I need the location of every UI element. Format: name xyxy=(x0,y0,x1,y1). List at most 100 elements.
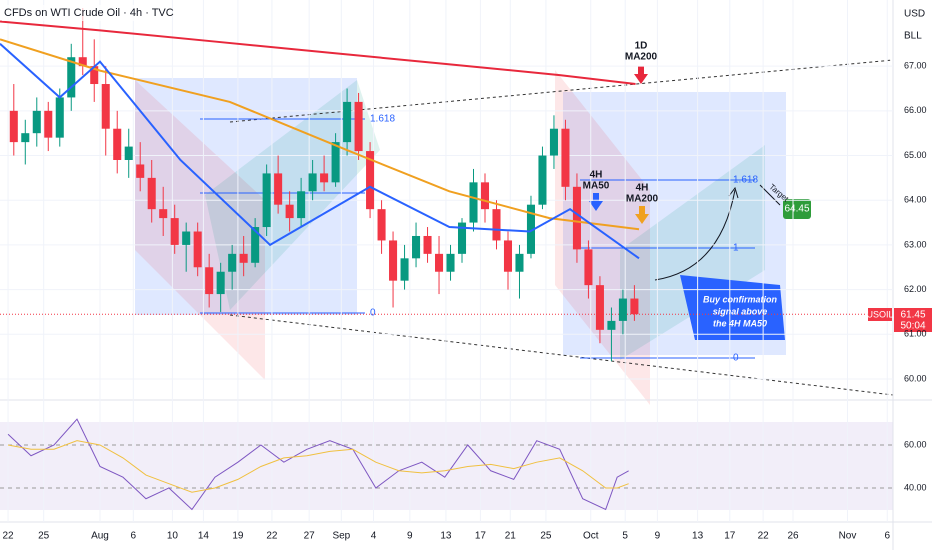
candle-body xyxy=(331,142,340,183)
y-tick-label: 61.00 xyxy=(904,329,927,339)
currency: USD xyxy=(904,9,925,20)
chart-title: CFDs on WTI Crude Oil · 4h · TVC xyxy=(4,7,174,19)
ma-line xyxy=(0,38,640,231)
candle-body xyxy=(492,209,501,241)
arrow xyxy=(654,189,736,281)
channel xyxy=(620,145,765,360)
candle-body xyxy=(377,209,386,241)
rsi-tick-label: 40.00 xyxy=(904,482,927,492)
label: 4H xyxy=(636,183,649,194)
rsi-line xyxy=(7,418,629,511)
candle-body xyxy=(9,110,18,143)
x-tick-label: 27 xyxy=(304,531,316,542)
arrow xyxy=(634,66,648,84)
candle-body xyxy=(205,267,214,295)
fib-label: 0 xyxy=(370,308,376,319)
channel xyxy=(135,80,265,380)
candle-body xyxy=(170,218,179,245)
x-tick-label: 14 xyxy=(198,531,210,542)
candle-body xyxy=(526,204,535,254)
rsi-ma-line xyxy=(7,440,629,493)
candle-body xyxy=(538,155,547,205)
candle-body xyxy=(251,227,260,263)
label: MA50 xyxy=(583,181,610,192)
candle-body xyxy=(343,101,352,143)
note-line: Buy confirmation xyxy=(703,294,778,304)
candle-body xyxy=(182,231,191,245)
fib-lines xyxy=(200,118,755,359)
x-tick-label: 10 xyxy=(167,531,179,542)
candle-body xyxy=(469,182,478,223)
candle-body xyxy=(630,298,639,315)
arrow-head xyxy=(728,186,739,199)
candle-body xyxy=(113,128,122,160)
label: 4H xyxy=(590,170,603,181)
label: MA200 xyxy=(625,52,658,63)
candle-body xyxy=(446,253,455,272)
x-tick-label: 19 xyxy=(232,531,244,542)
candle-body xyxy=(285,204,294,219)
x-tick-label: 22 xyxy=(2,531,14,542)
candle-body xyxy=(216,271,225,295)
y-tick-label: 64.00 xyxy=(904,195,927,205)
note-line: signal above xyxy=(713,306,768,316)
last-price: 61.45 xyxy=(900,310,925,321)
fib-label: 1.618 xyxy=(370,114,395,125)
candle-body xyxy=(147,177,156,210)
note: Buy confirmation signal above the 4H MA5… xyxy=(703,294,778,328)
note-box xyxy=(680,275,785,340)
candle-body xyxy=(435,253,444,272)
candle-body xyxy=(515,253,524,272)
candle-body xyxy=(607,320,616,330)
candle-body xyxy=(572,186,581,250)
unit: BLL xyxy=(904,31,922,42)
candle-body xyxy=(262,173,271,228)
candle-body xyxy=(549,128,558,156)
x-tick-label: 22 xyxy=(758,531,770,542)
candle-body xyxy=(595,285,604,330)
target-price: 64.45 xyxy=(784,204,809,215)
candle-body xyxy=(44,110,53,138)
candle-body xyxy=(480,182,490,210)
candle-body xyxy=(457,222,467,254)
x-tick-label: 17 xyxy=(475,531,487,542)
candle-body xyxy=(297,191,306,219)
x-tick-label: 21 xyxy=(505,531,517,542)
x-tick-label: 25 xyxy=(540,531,552,542)
candle-body xyxy=(389,240,398,281)
x-tick-label: 13 xyxy=(692,531,704,542)
fib-label: 1 xyxy=(733,243,739,254)
fib-label: 0 xyxy=(733,353,739,364)
candle-body xyxy=(308,173,317,192)
ma-line xyxy=(0,43,640,260)
candle-body xyxy=(228,253,237,272)
candle-body xyxy=(320,173,329,183)
channel xyxy=(205,80,380,310)
candle-body xyxy=(274,173,283,205)
candle-body xyxy=(136,164,145,178)
ma-line xyxy=(0,20,636,86)
candle-body xyxy=(239,253,248,263)
candle-body xyxy=(193,231,202,268)
target-box xyxy=(783,199,811,219)
symbol: USOIL xyxy=(866,309,893,319)
channel xyxy=(555,70,650,405)
candle-body xyxy=(503,240,513,272)
x-tick-label: 17 xyxy=(724,531,736,542)
candle-body xyxy=(21,133,30,143)
symbol-tag xyxy=(868,308,892,321)
candle-body xyxy=(354,101,363,152)
y-tick-label: 63.00 xyxy=(904,239,927,249)
x-tick-label: 13 xyxy=(440,531,452,542)
x-tick-label: 5 xyxy=(622,531,628,542)
candle-body xyxy=(78,57,87,67)
marks xyxy=(0,0,893,522)
countdown: 50:04 xyxy=(900,321,925,332)
fib-label: 1.618 xyxy=(733,175,758,186)
candle-body xyxy=(584,249,593,286)
x-tick-label: 25 xyxy=(38,531,50,542)
y-tick-label: 60.00 xyxy=(904,373,927,383)
candle-body xyxy=(412,235,421,259)
candle-body xyxy=(159,209,168,219)
